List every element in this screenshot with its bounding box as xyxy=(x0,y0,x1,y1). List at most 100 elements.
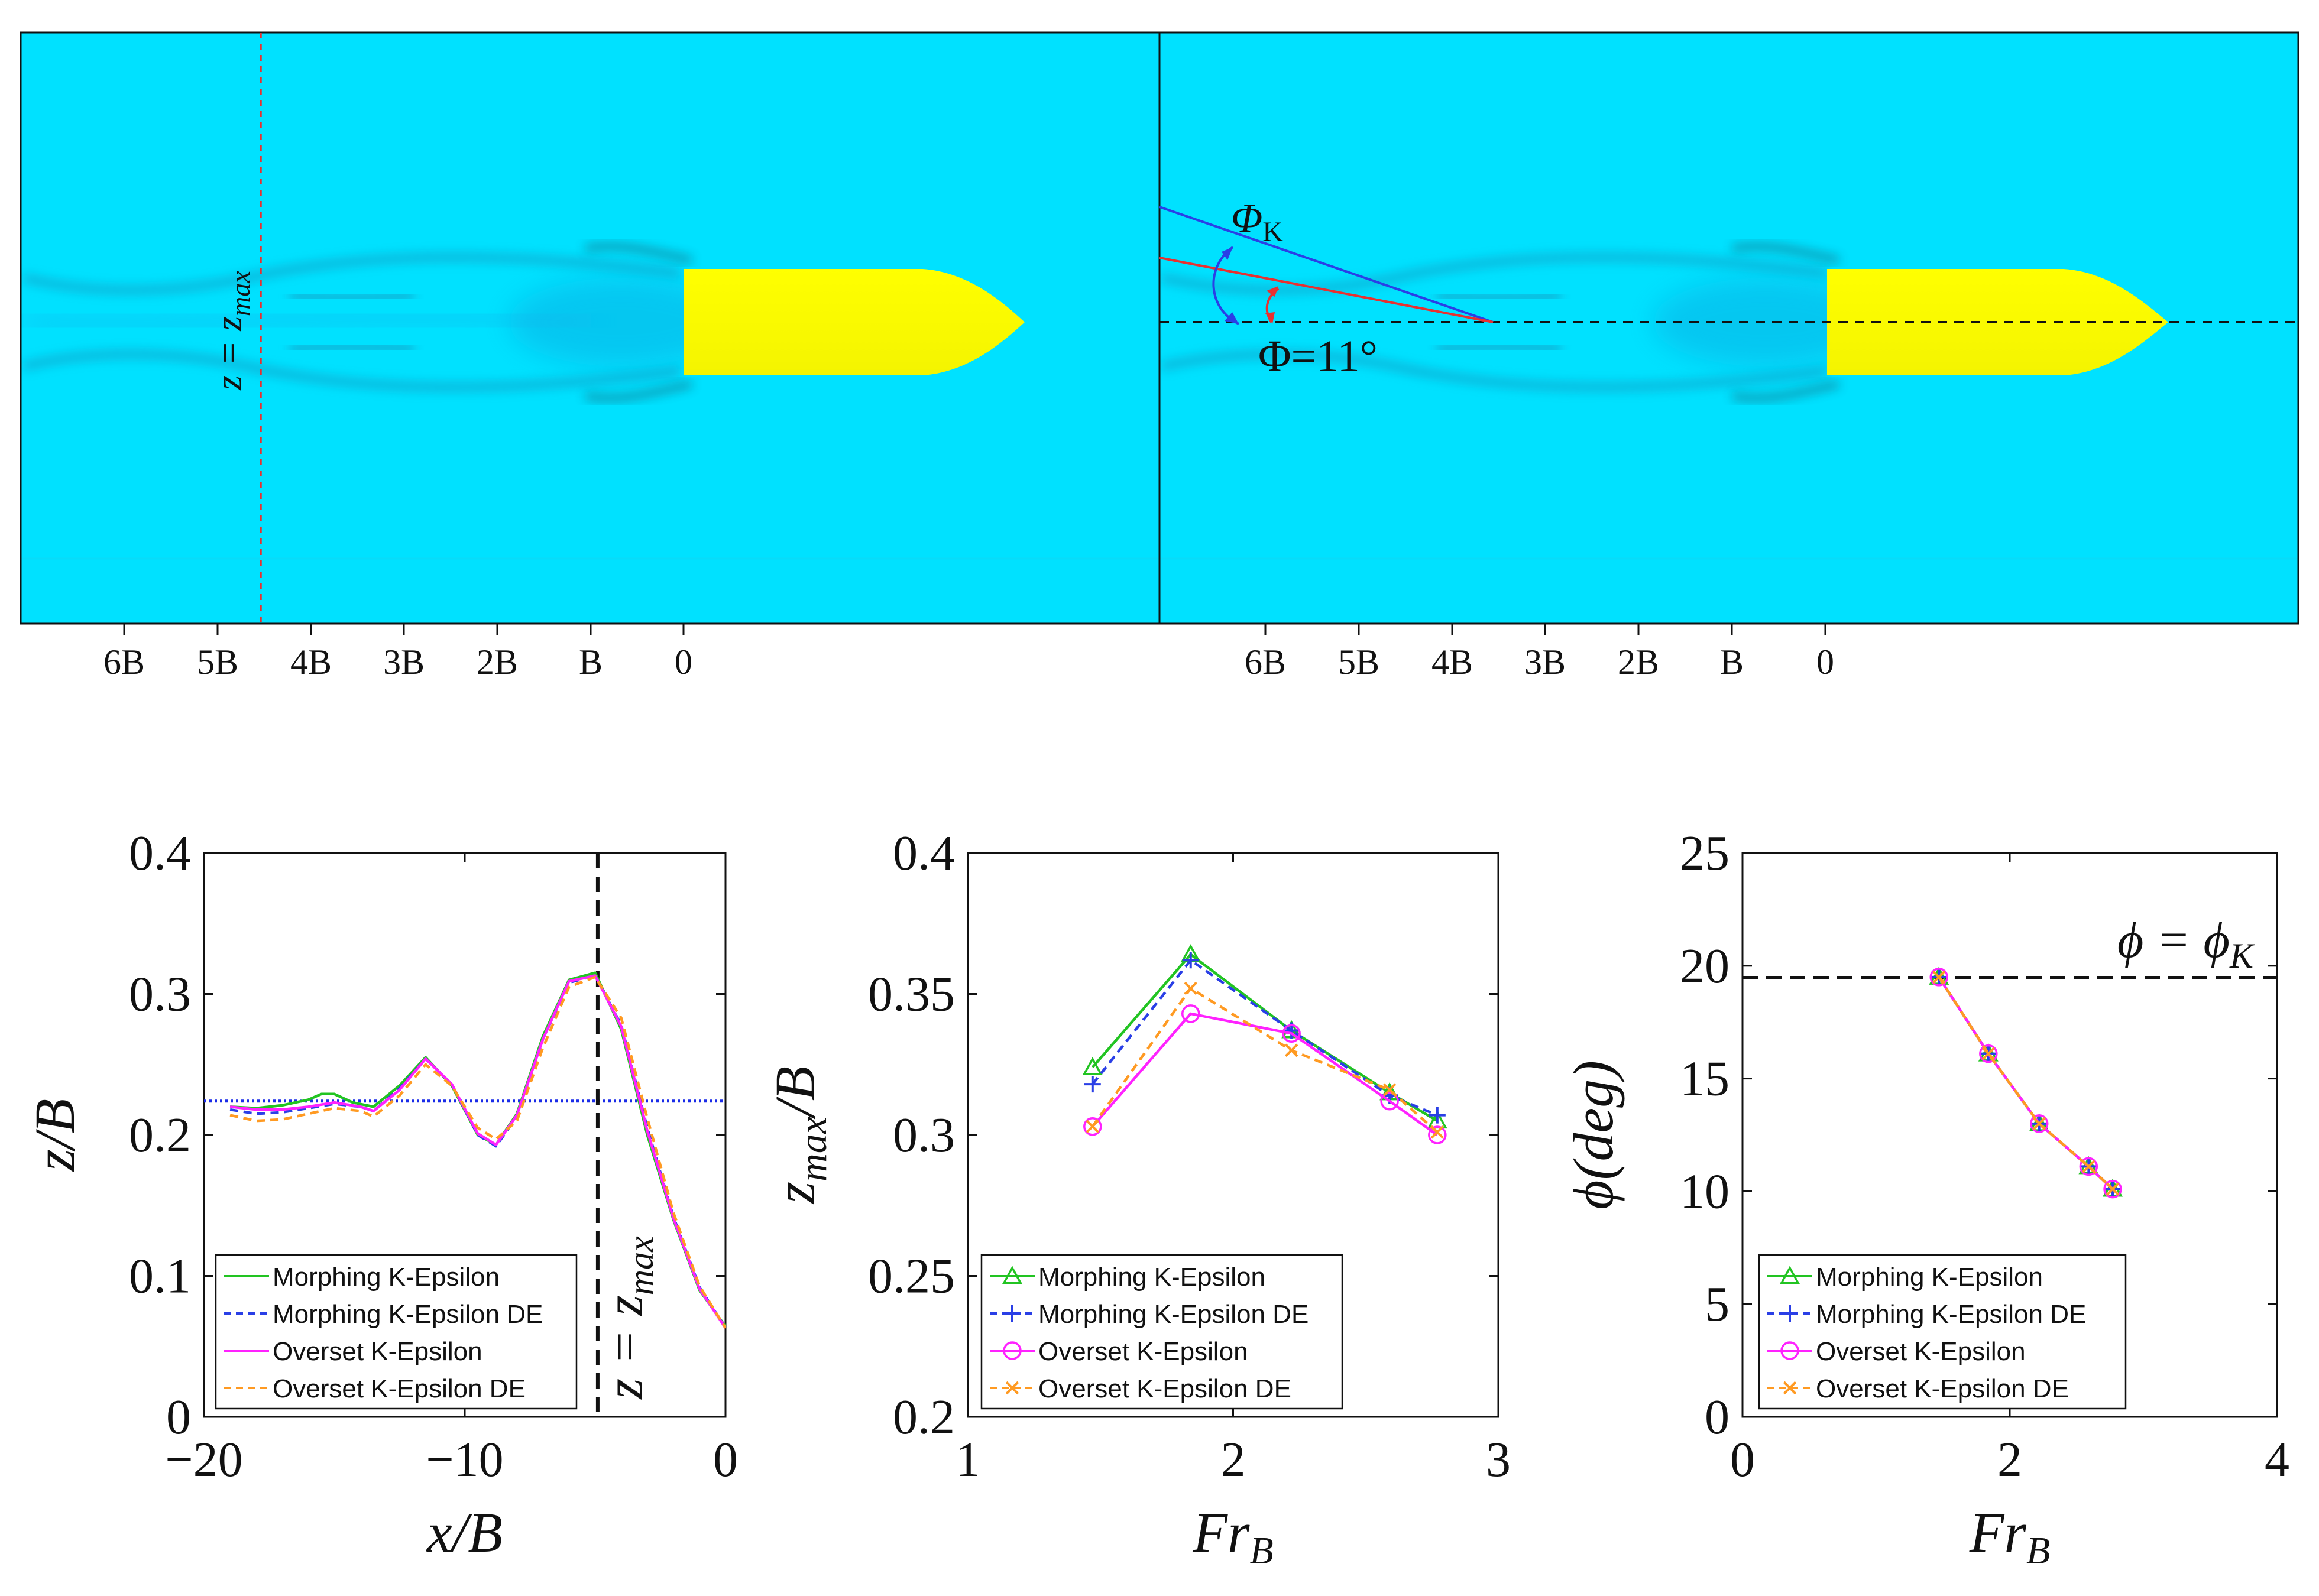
x-axis-label-sub: B xyxy=(2026,1529,2050,1572)
x-tick-label: 4 xyxy=(2265,1432,2289,1487)
data-point xyxy=(1428,1125,1447,1144)
top-left-x-tick-label: 3B xyxy=(383,643,425,682)
data-point xyxy=(1181,1004,1200,1023)
legend-label: Morphing K-Epsilon xyxy=(273,1263,500,1292)
legend-marker xyxy=(1005,1381,1019,1395)
x-tick-label: 0 xyxy=(713,1432,738,1487)
y-tick-label: 10 xyxy=(1680,1164,1729,1219)
plot-content xyxy=(1743,966,2277,1199)
legend-marker xyxy=(1780,1341,1799,1360)
y-axis-label: z/B xyxy=(23,1099,86,1173)
legend-marker xyxy=(1002,1266,1022,1284)
legend-box xyxy=(1758,1254,2127,1410)
y-tick-label: 0.2 xyxy=(129,1108,191,1163)
top-left-x-tick-label: B xyxy=(579,643,603,682)
data-point xyxy=(2082,1160,2095,1173)
wave-angle-line xyxy=(1159,257,1494,323)
y-tick-label: 0.4 xyxy=(893,826,955,881)
data-point xyxy=(2103,1179,2122,1199)
y-tick-label: 0.25 xyxy=(868,1249,955,1304)
phi-label: Φ=11° xyxy=(1258,332,1378,381)
y-tick-label: 0.4 xyxy=(129,826,191,881)
plot-content xyxy=(1082,944,1447,1144)
legend-label: Overset K-Epsilon xyxy=(1038,1337,1248,1366)
legend-label: Overset K-Epsilon DE xyxy=(1038,1374,1291,1403)
y-axis-label-sub: max xyxy=(792,1117,835,1182)
data-point xyxy=(1430,1125,1444,1139)
y-tick-label: 0 xyxy=(1705,1390,1729,1445)
data-point xyxy=(1182,952,1199,969)
data-point xyxy=(2029,1114,2049,1133)
top-right-x-tick-label: 2B xyxy=(1618,643,1659,682)
x-tick-label: −20 xyxy=(165,1432,242,1487)
data-point xyxy=(1086,1120,1100,1133)
y-tick-label: 0.1 xyxy=(129,1249,191,1304)
data-point xyxy=(1082,1056,1103,1075)
wake-pattern-left xyxy=(21,244,1160,560)
data-point xyxy=(2106,1182,2120,1196)
top-left-x-tick-label: 5B xyxy=(197,643,238,682)
legend-marker xyxy=(1780,1266,1800,1284)
x-axis-label: x/B xyxy=(426,1501,503,1564)
top-left-x-tick-label: 6B xyxy=(103,643,145,682)
x-tick-label: −10 xyxy=(426,1432,503,1487)
data-point xyxy=(1979,1044,1998,1063)
top-right-x-tick-label: 5B xyxy=(1338,643,1379,682)
y-tick-label: 0.35 xyxy=(868,967,955,1022)
data-point xyxy=(1932,970,1946,984)
legend: Morphing K-Epsilon Morphing K-Epsilon DE O… xyxy=(1758,1254,2127,1410)
data-point xyxy=(1382,1083,1397,1097)
legend: Morphing K-Epsilon Morphing K-Epsilon DE O… xyxy=(980,1254,1343,1410)
legend-marker xyxy=(1004,1305,1021,1322)
y-tick-label: 15 xyxy=(1680,1052,1729,1107)
legend-marker xyxy=(1783,1381,1797,1395)
legend-box xyxy=(215,1254,578,1410)
reference-line-label-sub: K xyxy=(2229,936,2255,975)
data-point xyxy=(1429,1107,1446,1124)
y-tick-label: 25 xyxy=(1680,826,1729,881)
chart-wave-profile: −20 −10 000.10.20.30.4x/Bz/Bz = zmaxMorphi… xyxy=(23,826,738,1564)
reference-line-label-sub: max xyxy=(621,1236,660,1295)
top-right-x-ticks: 6B 5B 4B 3B 2B B 0 xyxy=(1245,624,1834,682)
y-axis-label: zmax/B xyxy=(763,1066,835,1205)
y-tick-label: 0.2 xyxy=(893,1390,955,1445)
hull-right xyxy=(1827,269,2168,375)
x-axis-label: FrB xyxy=(1969,1501,2050,1572)
legend-box xyxy=(980,1254,1343,1410)
plot-content xyxy=(204,853,726,1417)
x-tick-label: 3 xyxy=(1486,1432,1511,1487)
legend-label: Morphing K-Epsilon xyxy=(1816,1263,2043,1292)
x-tick-label: 2 xyxy=(1221,1432,1246,1487)
top-left-x-tick-label: 4B xyxy=(290,643,332,682)
kelvin-angle-line xyxy=(1159,206,1494,323)
legend-label: Morphing K-Epsilon DE xyxy=(1816,1300,2086,1329)
chart-zmax-vs-fr: 1 2 3 0.2 0.25 0.3 0.35 0.4 FrB zmax/B Morphing K-… xyxy=(763,826,1511,1572)
y-tick-label: 20 xyxy=(1680,939,1729,994)
hull-left xyxy=(684,269,1025,375)
x-axis-label-sub: B xyxy=(1249,1529,1273,1572)
series-line xyxy=(229,975,726,1329)
legend-marker xyxy=(1782,1305,1798,1322)
legend-marker xyxy=(1003,1341,1022,1360)
data-point xyxy=(2079,1157,2098,1176)
legend-label: Morphing K-Epsilon DE xyxy=(1038,1300,1309,1329)
y-tick-label: 0.3 xyxy=(129,967,191,1022)
data-point xyxy=(1380,1092,1399,1111)
top-right-x-tick-label: 6B xyxy=(1245,643,1286,682)
data-point xyxy=(2032,1117,2046,1131)
y-tick-label: 0 xyxy=(166,1390,191,1445)
series-line xyxy=(1092,1012,1439,1136)
phi-k-label: ΦK xyxy=(1231,196,1283,248)
data-point xyxy=(1981,1047,1996,1060)
y-axis-label: ϕ(deg) xyxy=(1562,1060,1625,1209)
y-axis-label-suffix: /B xyxy=(763,1066,827,1120)
legend-label: Morphing K-Epsilon xyxy=(1038,1263,1265,1292)
top-right-x-tick-label: 3B xyxy=(1524,643,1566,682)
data-point xyxy=(1282,1024,1301,1043)
top-right-x-tick-label: 4B xyxy=(1431,643,1473,682)
x-axis-label: FrB xyxy=(1192,1501,1273,1572)
series-line xyxy=(1092,959,1438,1117)
x-tick-label: 1 xyxy=(956,1432,980,1487)
top-right-x-tick-label: B xyxy=(1720,643,1744,682)
